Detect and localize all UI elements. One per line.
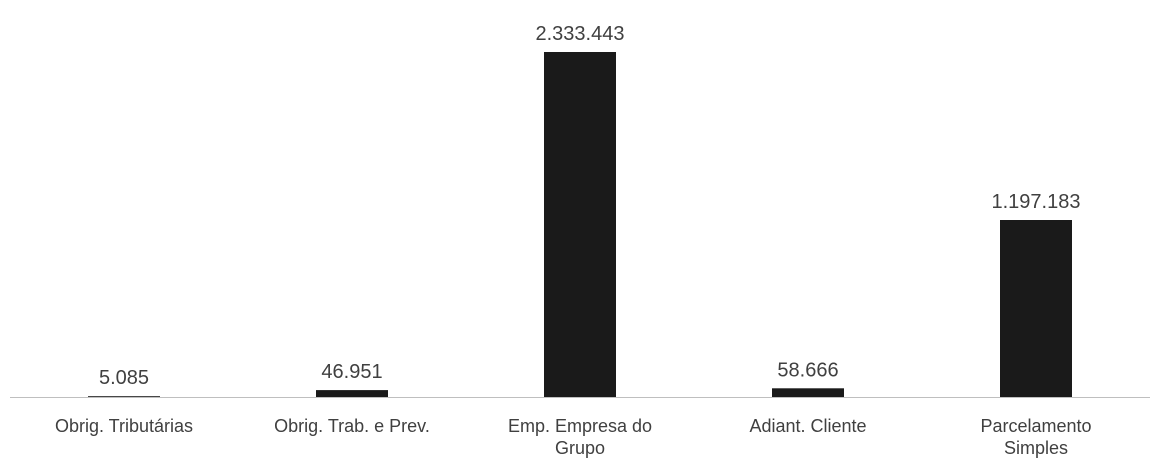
- data-labels-group: 5.085 46.951 2.333.443 58.666 1.197.183: [99, 23, 1081, 389]
- x-tick-label-line: Simples: [1004, 438, 1068, 458]
- data-label: 1.197.183: [992, 191, 1081, 213]
- x-tick-label-line: Parcelamento: [980, 416, 1091, 436]
- bar: [1000, 220, 1072, 397]
- data-label: 2.333.443: [536, 23, 625, 45]
- x-tick-label-line: Obrig. Trab. e Prev.: [274, 416, 430, 436]
- x-tick-label-line: Emp. Empresa do: [508, 416, 652, 436]
- data-label: 46.951: [321, 361, 382, 383]
- bars-group: [88, 52, 1072, 397]
- x-tick-label-line: Adiant. Cliente: [749, 416, 866, 436]
- bar: [88, 396, 160, 397]
- x-tick-label: Obrig. Tributárias: [55, 416, 193, 436]
- x-tick-label: Adiant. Cliente: [749, 416, 866, 436]
- data-label: 5.085: [99, 367, 149, 389]
- x-tick-label-line: Obrig. Tributárias: [55, 416, 193, 436]
- x-tick-labels-group: Obrig. Tributárias Obrig. Trab. e Prev. Em…: [55, 416, 1092, 458]
- bar: [772, 388, 844, 397]
- x-tick-label-line: Grupo: [555, 438, 605, 458]
- x-tick-label: Parcelamento Simples: [980, 416, 1091, 458]
- x-tick-label: Emp. Empresa do Grupo: [508, 416, 652, 458]
- bar: [316, 390, 388, 397]
- x-tick-label: Obrig. Trab. e Prev.: [274, 416, 430, 436]
- data-label: 58.666: [777, 359, 838, 381]
- bar: [544, 52, 616, 397]
